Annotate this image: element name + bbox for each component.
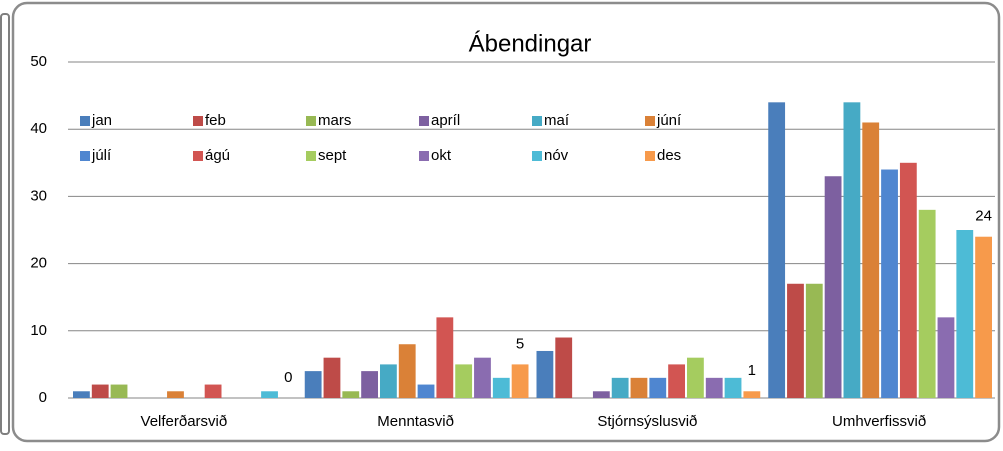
legend-swatch [532, 116, 542, 126]
bar [881, 169, 898, 398]
legend-swatch [419, 116, 429, 126]
legend-swatch [645, 116, 655, 126]
data-label: 0 [284, 369, 292, 386]
bar [824, 176, 842, 398]
data-label: 24 [975, 208, 992, 225]
legend-label: ágú [205, 147, 230, 164]
legend-swatch [306, 116, 316, 126]
bar [956, 230, 974, 398]
legend-label: des [657, 147, 681, 164]
legend-swatch [193, 151, 203, 161]
x-tick-label: Velferðarsvið [141, 413, 228, 430]
legend-swatch [193, 116, 203, 126]
bar [261, 391, 278, 398]
bar [687, 357, 704, 398]
legend-swatch [645, 151, 655, 161]
bar [975, 236, 992, 398]
legend-label: nóv [544, 147, 569, 164]
bar [536, 350, 554, 398]
bar [204, 384, 222, 398]
bar [323, 357, 341, 398]
y-tick-label: 0 [39, 389, 47, 406]
y-tick-label: 30 [30, 187, 47, 204]
chart-frame [11, 1, 1001, 443]
legend-label: feb [205, 112, 226, 129]
bar [511, 364, 529, 398]
bar [843, 102, 861, 398]
legend-label: júlí [91, 147, 112, 164]
legend-swatch [80, 151, 90, 161]
bar [611, 377, 629, 398]
legend-swatch [532, 151, 542, 161]
bar [492, 377, 510, 398]
bar [705, 377, 723, 398]
bar [743, 391, 761, 398]
data-label: 5 [516, 335, 524, 352]
legend-label: jan [91, 112, 112, 129]
bar [787, 283, 804, 398]
bar [937, 317, 955, 398]
bar [555, 337, 573, 398]
bar [455, 364, 473, 398]
y-tick-label: 10 [30, 322, 47, 339]
y-tick-label: 40 [30, 120, 47, 137]
legend-label: sept [318, 147, 347, 164]
legend-swatch [306, 151, 316, 161]
legend-label: apríl [431, 112, 460, 129]
bar [918, 209, 936, 398]
legend-label: okt [431, 147, 452, 164]
legend-swatch [419, 151, 429, 161]
legend-label: júní [656, 112, 682, 129]
bar [436, 317, 454, 398]
bar [380, 364, 397, 398]
chart-title: Ábendingar [469, 30, 592, 57]
bar [768, 102, 786, 398]
y-tick-label: 50 [30, 53, 47, 70]
bar [398, 344, 416, 398]
legend-swatch [80, 116, 90, 126]
y-tick-label: 20 [30, 255, 47, 272]
x-tick-label: Menntasvið [377, 413, 454, 430]
bar [630, 377, 648, 398]
neighbor-frame [0, 13, 10, 435]
bar [862, 122, 880, 398]
bar [167, 391, 184, 398]
bar [110, 384, 128, 398]
bar [899, 162, 917, 398]
bar [304, 371, 322, 398]
bar [417, 384, 435, 398]
bar [649, 377, 667, 398]
bar [592, 391, 610, 398]
bar [73, 391, 90, 398]
bar [361, 371, 378, 398]
legend-label: maí [544, 112, 570, 129]
bar [724, 377, 742, 398]
bar [91, 384, 109, 398]
bar [342, 391, 360, 398]
x-tick-label: Stjórnsýslusvið [597, 413, 697, 430]
x-tick-label: Umhverfissvið [832, 413, 926, 430]
data-label: 1 [748, 362, 756, 379]
bar [668, 364, 685, 398]
bar [474, 357, 491, 398]
legend-label: mars [318, 112, 351, 129]
bar [805, 283, 823, 398]
